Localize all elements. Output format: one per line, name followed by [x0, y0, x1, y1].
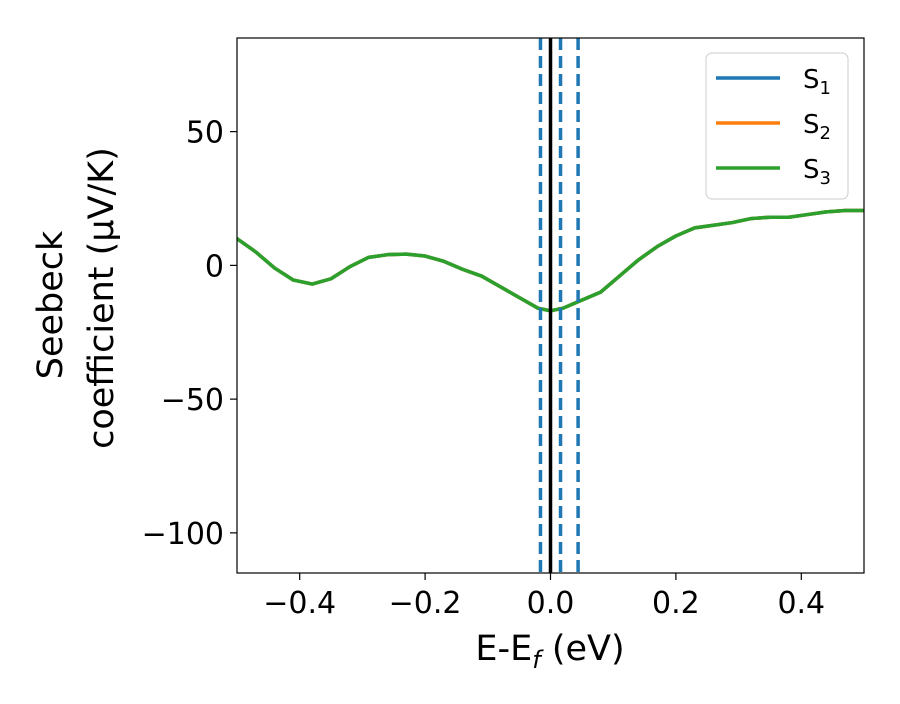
y-axis-ticks: 50 0 −50 −100 [142, 116, 237, 552]
y-tick-label: 50 [186, 116, 224, 151]
legend-items: S1 S2 S3 [716, 65, 831, 189]
legend-label-2: S2 [803, 110, 831, 144]
legend-label-3: S3 [803, 155, 831, 189]
x-tick-label: 0.4 [777, 586, 825, 621]
legend: S1 S2 S3 [705, 52, 849, 200]
x-axis-label: E-Ef (eV) [475, 629, 624, 674]
legend-label-1: S1 [803, 65, 831, 99]
x-tick-label: 0.0 [527, 586, 575, 621]
x-tick-label: −0.2 [389, 586, 462, 621]
y-tick-label: −100 [142, 517, 224, 552]
vertical-lines-layer [538, 38, 580, 573]
y-axis-label-line2: coefficient (μV/K) [82, 147, 122, 449]
y-tick-label: 0 [205, 249, 224, 284]
y-axis-label-line1: Seebeck [31, 230, 71, 379]
y-axis-label: Seebeck coefficient (μV/K) [31, 147, 122, 449]
x-tick-label: −0.4 [263, 586, 336, 621]
x-axis-ticks: −0.4 −0.2 0.0 0.2 0.4 [263, 573, 825, 621]
y-tick-label: −50 [161, 383, 224, 418]
x-tick-label: 0.2 [652, 586, 700, 621]
legend-box [705, 52, 849, 200]
